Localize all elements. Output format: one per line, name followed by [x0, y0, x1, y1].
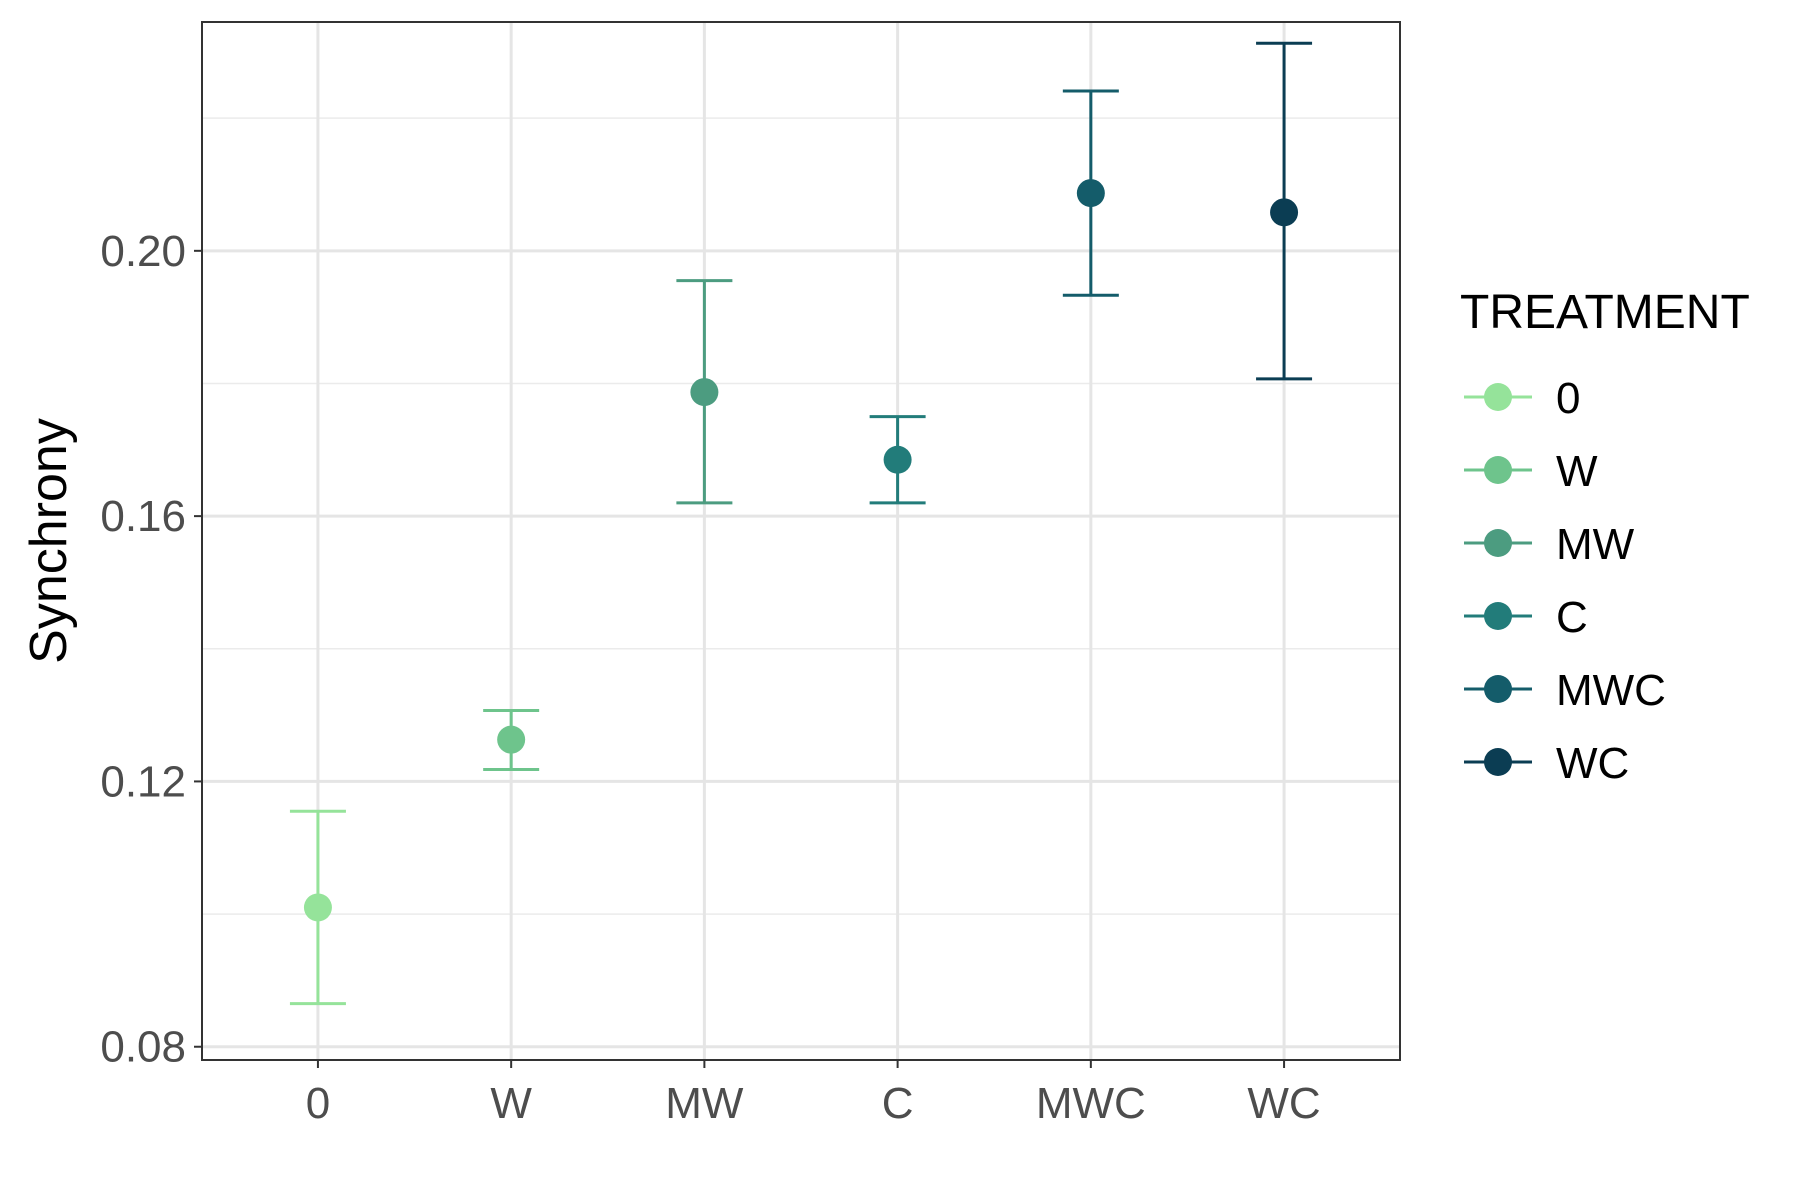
legend-key-point — [1484, 456, 1512, 484]
legend-label: MWC — [1556, 666, 1666, 715]
legend-label: W — [1556, 447, 1598, 496]
y-tick-label: 0.12 — [100, 757, 186, 806]
legend-label: C — [1556, 593, 1588, 642]
x-tick-label: 0 — [306, 1079, 330, 1128]
legend-key-point — [1484, 748, 1512, 776]
legend-key-point — [1484, 602, 1512, 630]
panel-border — [201, 21, 1401, 1061]
y-tick-label: 0.16 — [100, 492, 186, 541]
y-axis-title: Synchrony — [20, 418, 78, 664]
y-tick-label: 0.08 — [100, 1023, 186, 1072]
legend-title: TREATMENT — [1460, 286, 1750, 339]
point-W — [497, 725, 526, 754]
legend-label: WC — [1556, 739, 1629, 788]
axes: 0.080.120.160.200 W MW C MWC WC — [100, 227, 1320, 1128]
x-tick-label: WC — [1247, 1079, 1320, 1128]
legend-key-point — [1484, 529, 1512, 557]
x-tick-label: C — [882, 1079, 914, 1128]
point-MWC — [1076, 179, 1105, 208]
point-MW — [690, 378, 719, 407]
point-WC — [1270, 198, 1299, 227]
legend-label: MW — [1556, 520, 1635, 569]
x-tick-label: MW — [665, 1079, 744, 1128]
point-0 — [303, 893, 332, 922]
point-C — [883, 445, 912, 474]
x-tick-label: MWC — [1036, 1079, 1146, 1128]
legend-key-point — [1484, 675, 1512, 703]
gridlines — [202, 22, 1400, 1060]
legend-label: 0 — [1556, 374, 1580, 423]
data-points — [303, 179, 1299, 922]
y-tick-label: 0.20 — [100, 227, 186, 276]
legend-key-point — [1484, 383, 1512, 411]
x-tick-label: W — [490, 1079, 532, 1128]
